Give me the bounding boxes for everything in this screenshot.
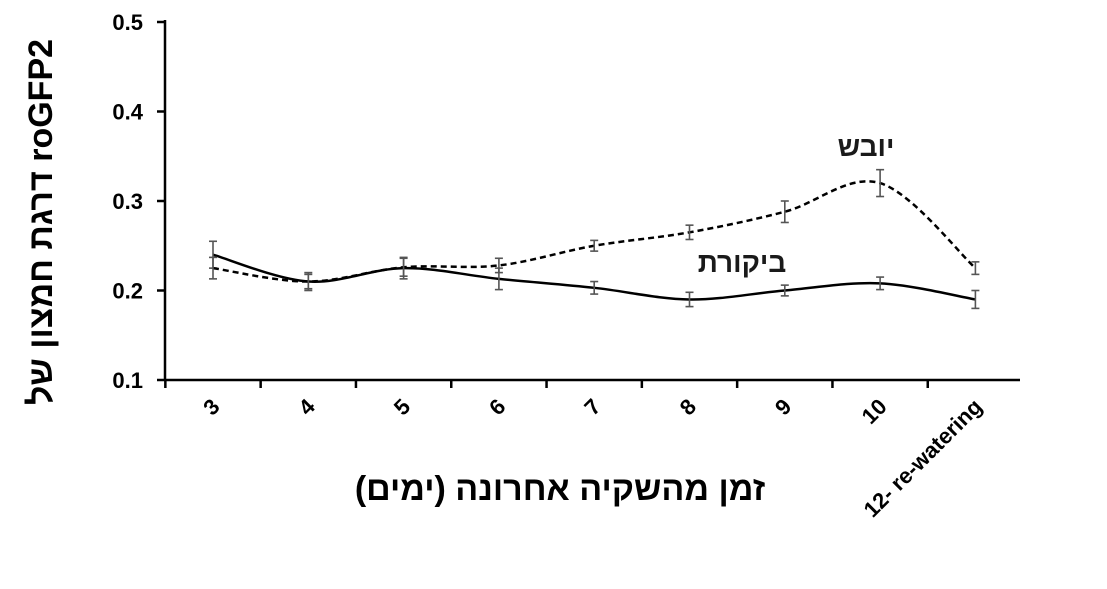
y-tick-labels: 0.1 0.2 0.3 0.4 0.5 (112, 10, 143, 393)
series-line-drought (212, 180, 977, 283)
series-group (209, 168, 980, 310)
x-axis-title: זמן מהשקיה אחרונה (ימים) (355, 470, 765, 508)
x-tick-label: 3 (198, 394, 224, 420)
y-tick-label: 0.4 (112, 100, 143, 125)
x-tick-label: 10 (857, 394, 892, 429)
x-tick-label: 6 (484, 394, 510, 420)
error-bar (876, 168, 885, 198)
y-tick-label: 0.2 (112, 279, 143, 304)
error-bar (399, 257, 408, 277)
error-bar (685, 224, 694, 241)
error-bar (780, 200, 789, 224)
x-tick-label: 4 (293, 393, 320, 420)
error-bar (494, 257, 503, 274)
x-tick-label: 8 (675, 394, 701, 420)
error-bar (209, 256, 217, 280)
error-bar (780, 284, 789, 297)
x-tick-label: 5 (389, 394, 415, 420)
axes (157, 20, 1020, 388)
series-drought (209, 168, 980, 292)
error-bar (590, 280, 599, 295)
error-bar (590, 239, 599, 252)
y-axis-title: דרגת חמצון של roGFP2 (22, 39, 60, 405)
error-bar (685, 291, 694, 308)
error-bar (876, 276, 885, 291)
y-tick-label: 0.5 (112, 10, 143, 35)
series-label-drought: יובש (838, 131, 895, 162)
x-tick-label: 7 (579, 394, 605, 420)
error-bar (304, 271, 313, 292)
series-label-control: ביקורת (698, 247, 787, 278)
y-tick-label: 0.3 (112, 189, 143, 214)
x-tick-label: 9 (770, 394, 796, 420)
y-tick-label: 0.1 (112, 368, 143, 393)
error-bar (971, 261, 980, 276)
error-bar (971, 289, 980, 310)
